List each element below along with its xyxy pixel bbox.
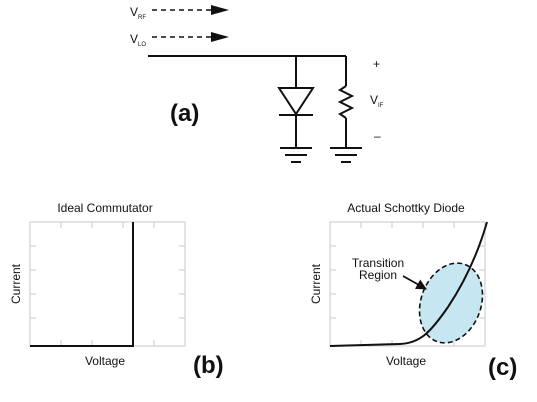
panel-b-title: Ideal Commutator: [57, 201, 152, 215]
schottky-iv-curve: [329, 221, 488, 347]
vrf-label: VRF: [130, 5, 146, 21]
ground-icon: [280, 147, 312, 163]
annotation-arrow-icon: [402, 275, 427, 290]
plus-sign: +: [373, 57, 380, 71]
ideal-iv-curve: [30, 222, 134, 347]
panel-c: Actual Schottky Diode Transition Region …: [309, 201, 517, 381]
diode-icon: [277, 87, 315, 116]
panel-c-ylabel: Current: [309, 263, 323, 304]
panel-b-ylabel: Current: [9, 263, 23, 304]
vif-label: VIF: [370, 93, 384, 109]
panel-b-grid: [29, 221, 186, 347]
panel-c-title: Actual Schottky Diode: [347, 201, 465, 215]
panel-c-grid: [329, 221, 486, 347]
panel-b-label: (b): [193, 352, 224, 379]
minus-sign: –: [374, 129, 381, 143]
annotation-line-1: Transition: [352, 256, 404, 270]
panel-a-label: (a): [170, 100, 199, 127]
panel-b-xlabel: Voltage: [85, 354, 125, 368]
vrf-arrow-icon: [211, 5, 229, 15]
panel-c-xlabel: Voltage: [386, 354, 426, 368]
vlo-label: VLO: [130, 32, 146, 48]
panel-b: Ideal Commutator Voltage Current (b): [9, 201, 224, 379]
panel-c-label: (c): [488, 354, 517, 381]
circuit-schematic: VRF VLO + VIF – (a): [130, 5, 384, 163]
vlo-arrow-icon: [211, 32, 229, 42]
ground-icon: [330, 147, 362, 163]
resistor-icon: [337, 85, 355, 119]
annotation-line-2: Region: [359, 268, 397, 282]
